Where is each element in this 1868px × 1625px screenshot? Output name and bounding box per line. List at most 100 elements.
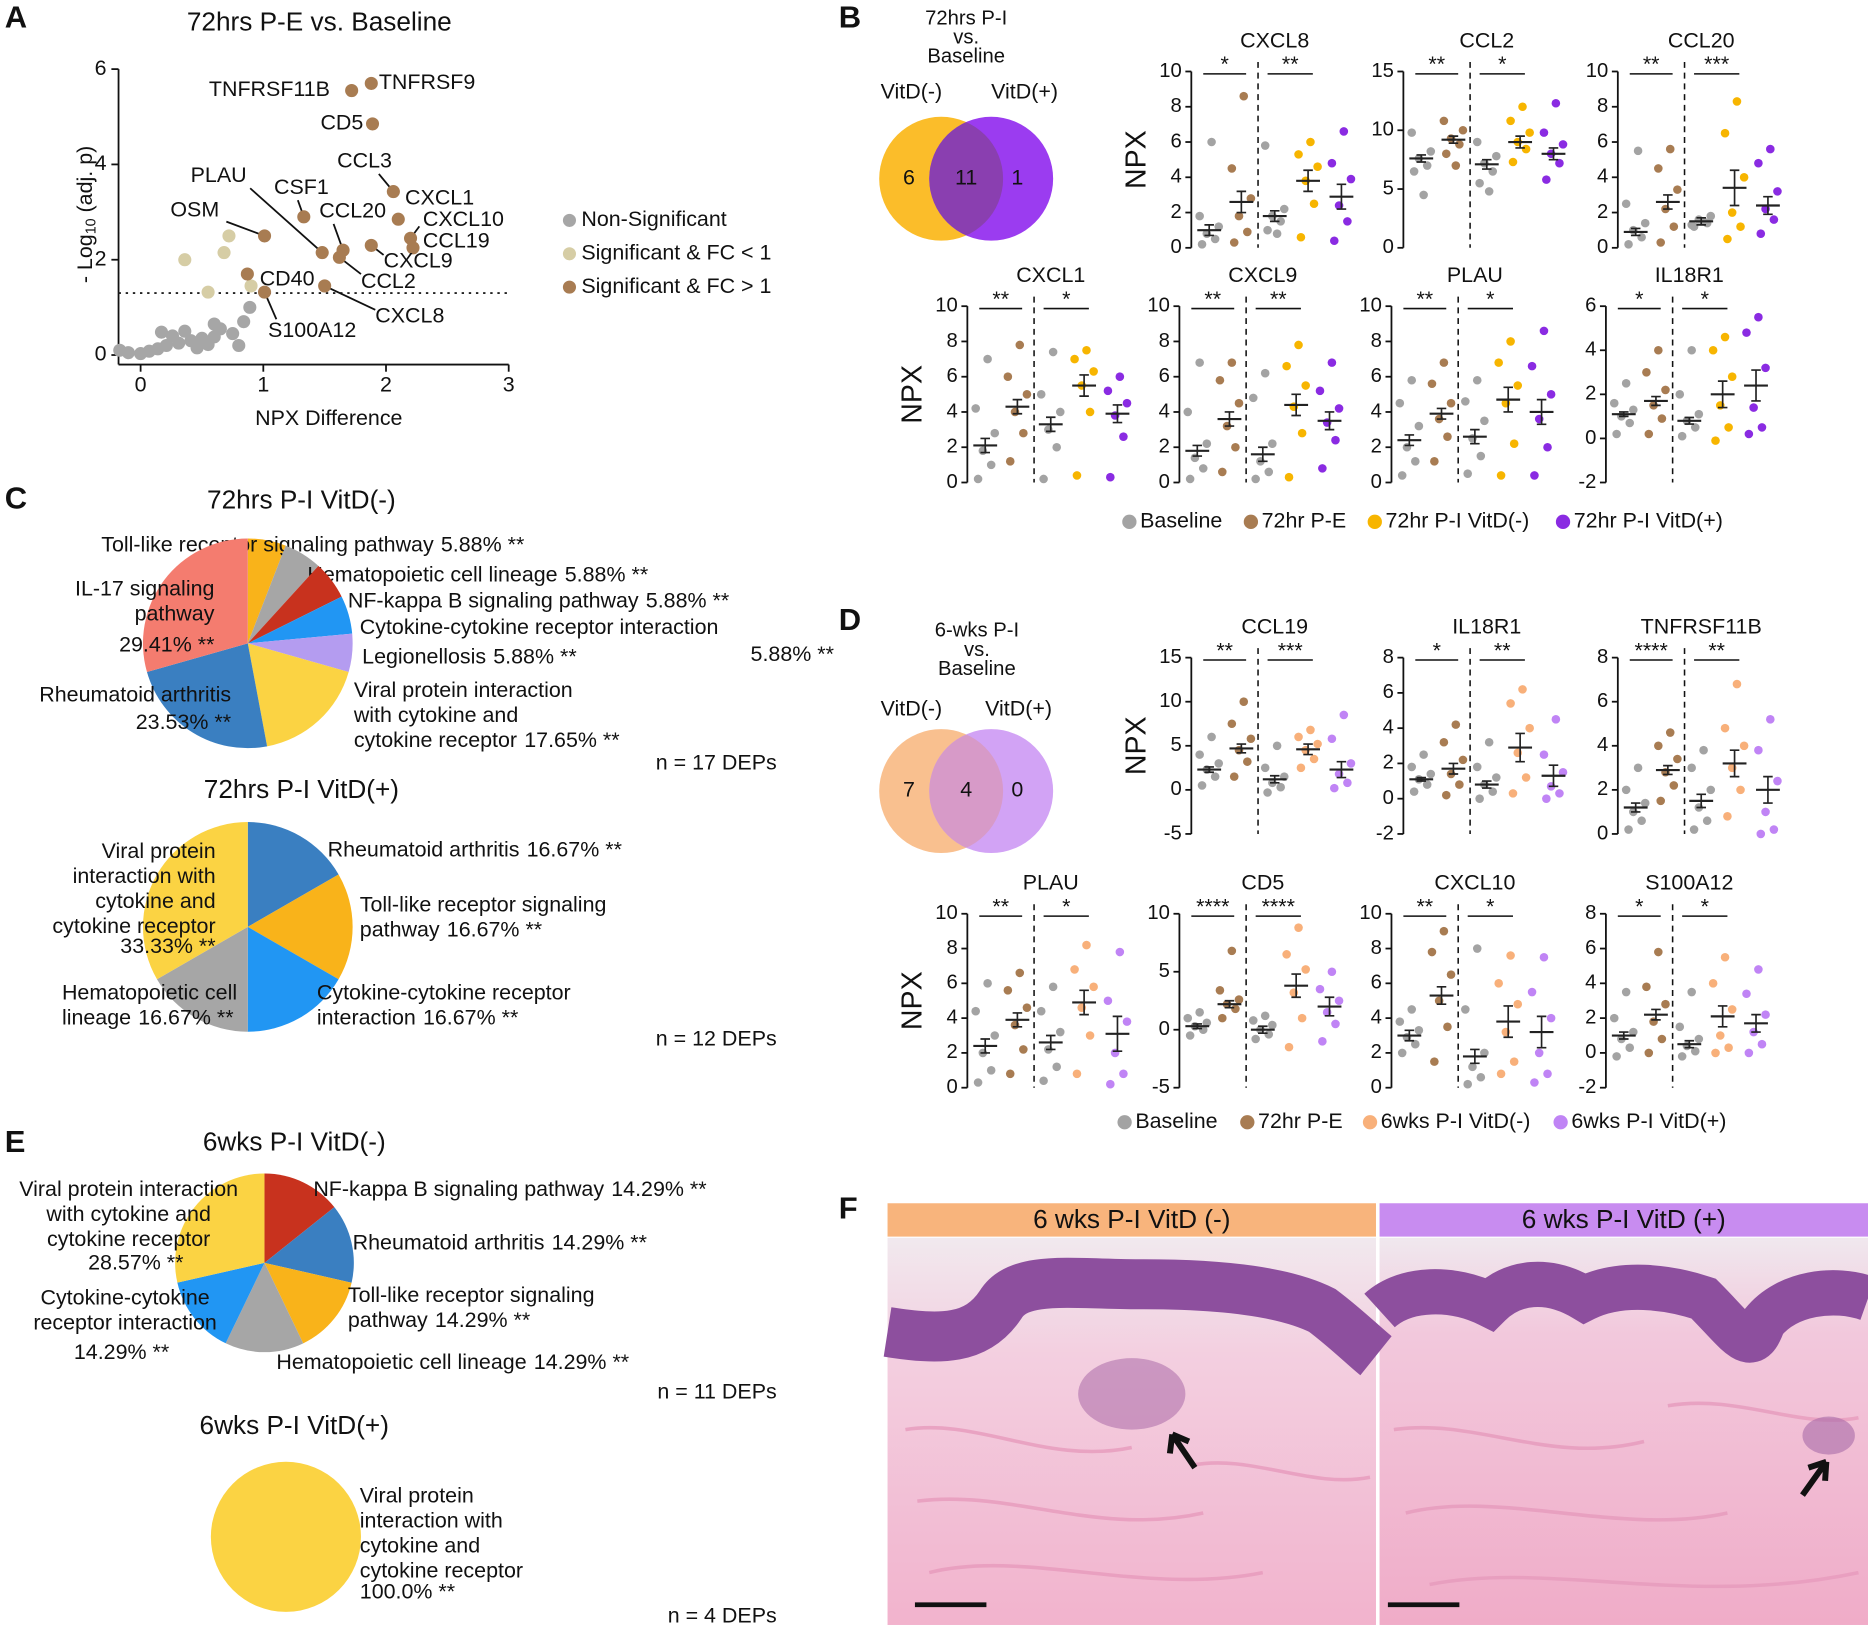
slice-label-text: Rheumatoid arthritis (353, 1230, 545, 1254)
slice-label-text: Rheumatoid arthritis (328, 837, 520, 861)
point (1195, 211, 1204, 221)
y-tick-label: 0 (1585, 427, 1596, 449)
y-tick-label: 0 (1383, 236, 1394, 258)
legend-label: Significant & FC < 1 (581, 240, 771, 264)
sig-label: ** (1428, 52, 1445, 76)
slice-value-label: 14.29% ** (534, 1350, 629, 1374)
point (1407, 375, 1417, 385)
point (1558, 767, 1568, 777)
point (1260, 1011, 1270, 1021)
legend-label: Significant & FC > 1 (581, 274, 771, 298)
plot-title: CD5 (1241, 871, 1284, 895)
point (1397, 471, 1407, 480)
point (1480, 416, 1489, 426)
point (1409, 787, 1419, 796)
sig-label: * (1221, 52, 1229, 76)
pie-slice (264, 1207, 354, 1283)
chart-title: 72hrs P-E vs. Baseline (187, 7, 452, 37)
point (1506, 337, 1515, 346)
slice-value-label: 28.57% ** (88, 1251, 183, 1275)
point (1475, 178, 1484, 188)
plot-title: CXCL8 (1240, 28, 1309, 52)
point (1229, 772, 1239, 781)
point (1327, 158, 1337, 168)
point (1494, 358, 1503, 367)
point (1115, 947, 1125, 957)
legend-label: 6wks P-I VitD(+) (1571, 1109, 1726, 1133)
point (1744, 1048, 1754, 1058)
sig-label: ** (1282, 52, 1299, 76)
panel-label: D (839, 602, 861, 637)
point (1422, 780, 1432, 789)
point (1642, 982, 1651, 992)
point (1472, 137, 1482, 147)
point (1761, 807, 1770, 817)
point (406, 241, 420, 255)
point (1724, 423, 1733, 432)
point (1756, 829, 1766, 839)
point (1609, 398, 1619, 408)
pie-note: n = 11 DEPs (657, 1379, 776, 1403)
point (1103, 386, 1113, 396)
leader-line (324, 285, 376, 311)
point (1761, 1010, 1770, 1019)
point (1539, 128, 1549, 137)
plot-title: IL18R1 (1452, 615, 1521, 639)
point (1407, 762, 1417, 772)
slice-label-text: receptor interaction (33, 1310, 217, 1334)
point (1085, 1031, 1095, 1040)
image-title: 6 wks P-I VitD (+) (1522, 1204, 1726, 1234)
infiltrate (1802, 1416, 1855, 1455)
slice-label-text: pathway (348, 1308, 428, 1332)
venn-title: Baseline (927, 46, 1005, 68)
slice-label: Viral protein (102, 838, 216, 862)
slice-label: Viral protein interaction (354, 678, 573, 702)
point (1239, 697, 1249, 706)
point (1005, 457, 1015, 466)
point (1426, 769, 1436, 779)
point-label: TNFRSF11B (209, 77, 330, 101)
legend-swatch (1122, 514, 1137, 529)
point (1039, 1076, 1048, 1086)
pie-slice (247, 822, 339, 927)
point (1229, 238, 1239, 247)
y-tick-label: 2 (1383, 752, 1394, 774)
point (1119, 432, 1128, 441)
point (1488, 787, 1498, 796)
point (1699, 745, 1708, 755)
panel-label: C (5, 481, 27, 516)
point (1227, 164, 1237, 173)
point (1640, 798, 1650, 808)
slice-label: Hematopoietic cell (62, 980, 237, 1004)
point (1720, 128, 1730, 138)
point (1656, 238, 1665, 247)
point (1744, 429, 1754, 439)
slice-value-label: 5.88% ** (565, 562, 648, 586)
point (165, 329, 180, 343)
point (1185, 474, 1195, 484)
point (1089, 982, 1098, 992)
slice-label: cytokine receptor (47, 1227, 210, 1251)
venn-overlap (929, 729, 1004, 854)
set-name: VitD(+) (991, 80, 1058, 104)
y-tick-label: 10 (935, 295, 958, 317)
y-tick-label: 0 (1171, 236, 1182, 258)
point (1521, 773, 1531, 782)
slice-label: interaction with (360, 1508, 503, 1532)
point (1621, 987, 1631, 997)
point (1227, 946, 1237, 956)
sig-label: ** (1416, 894, 1433, 918)
point (1039, 474, 1048, 484)
legend-label: 72hr P-E (1258, 1109, 1343, 1133)
point (365, 117, 380, 131)
y-tick-label: 5 (1383, 177, 1394, 199)
y-tick-label: 4 (947, 1006, 958, 1028)
set-name: VitD(-) (881, 697, 943, 721)
legend-label: Baseline (1135, 1109, 1217, 1133)
y-tick-label: 0 (95, 342, 107, 366)
legend-swatch (1553, 1115, 1568, 1130)
y-tick-label: 10 (1371, 119, 1394, 141)
point (1727, 372, 1737, 382)
point (1654, 741, 1663, 751)
pie-slice (247, 538, 286, 644)
